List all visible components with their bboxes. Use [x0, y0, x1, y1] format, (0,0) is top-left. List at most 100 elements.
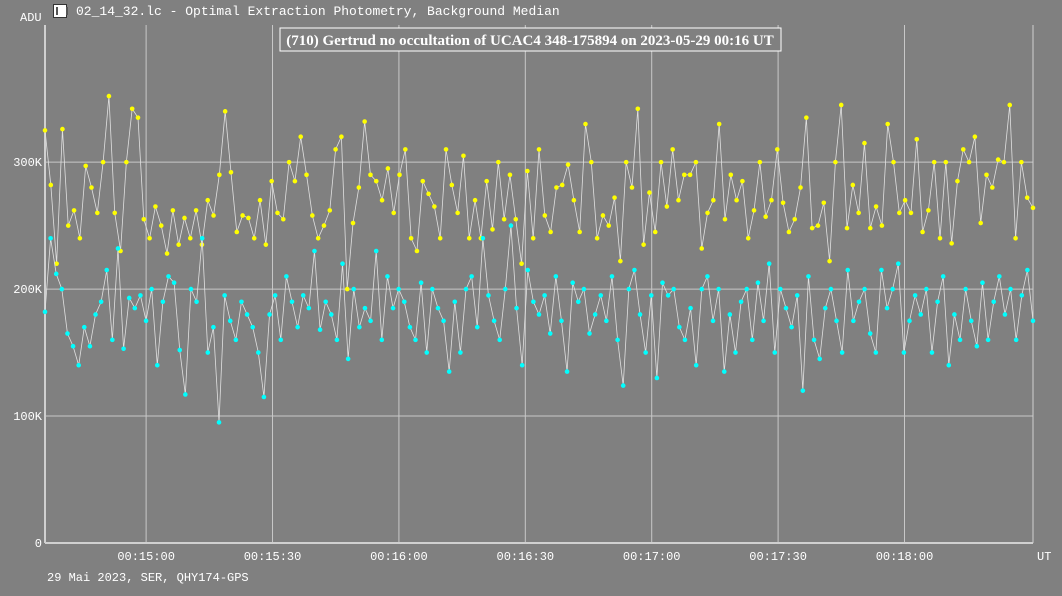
comparison-point: [345, 356, 351, 362]
comparison-point: [716, 286, 721, 292]
comparison-point: [705, 274, 710, 279]
target-point: [141, 216, 147, 222]
comparison-point: [935, 299, 940, 305]
comparison-point: [587, 331, 592, 336]
comparison-point: [750, 337, 755, 343]
comparison-point: [385, 274, 390, 279]
comparison-point: [267, 312, 272, 317]
x-tick-label: 00:17:30: [749, 550, 807, 564]
comparison-point: [901, 350, 907, 355]
series-layer: [42, 93, 1036, 425]
comparison-point: [430, 286, 435, 292]
target-point: [461, 153, 466, 159]
comparison-point: [693, 362, 699, 368]
target-point: [780, 200, 786, 206]
comparison-point: [441, 318, 446, 324]
target-point: [251, 235, 257, 241]
target-point: [275, 210, 280, 216]
comparison-point: [70, 343, 76, 349]
target-point: [217, 172, 222, 178]
target-point: [612, 195, 617, 200]
target-point: [798, 185, 803, 190]
target-point: [408, 235, 414, 241]
target-point: [670, 147, 675, 152]
target-point: [472, 197, 478, 203]
comparison-point: [42, 309, 48, 315]
comparison-point: [873, 350, 879, 355]
comparison-point: [340, 261, 345, 266]
target-point: [914, 136, 920, 142]
comparison-point: [839, 350, 845, 355]
comparison-point: [766, 261, 772, 266]
comparison-point: [946, 362, 952, 368]
comparison-point: [912, 293, 918, 298]
target-point: [286, 159, 292, 165]
target-point: [496, 159, 501, 165]
comparison-point: [121, 346, 126, 352]
comparison-point: [575, 299, 581, 305]
comparison-point: [800, 388, 806, 393]
target-point: [873, 204, 879, 209]
comparison-point: [300, 293, 306, 298]
target-point: [310, 213, 315, 218]
target-point: [443, 147, 449, 152]
target-point: [1013, 235, 1018, 241]
chart-title: (710) Gertrud no occultation of UCAC4 34…: [286, 33, 773, 49]
target-point: [193, 208, 199, 213]
comparison-point: [373, 248, 379, 254]
comparison-point: [991, 299, 997, 305]
x-tick-label: 00:16:00: [370, 550, 428, 564]
target-point: [187, 235, 193, 241]
comparison-point: [632, 267, 637, 273]
target-point: [902, 197, 908, 203]
comparison-point: [104, 267, 110, 273]
target-point: [676, 197, 681, 203]
target-point: [897, 210, 902, 216]
comparison-point: [592, 312, 598, 317]
target-point: [83, 163, 88, 169]
target-point: [827, 258, 832, 264]
target-point: [449, 182, 455, 188]
target-point: [426, 191, 431, 197]
target-point: [205, 197, 211, 203]
target-point: [257, 197, 263, 203]
comparison-point: [536, 312, 542, 317]
comparison-point: [424, 350, 430, 355]
target-point: [321, 223, 327, 228]
comparison-point: [486, 293, 491, 298]
target-point: [77, 235, 83, 241]
target-point: [577, 229, 582, 235]
target-point: [95, 210, 100, 216]
target-point: [269, 178, 274, 184]
target-point: [403, 147, 408, 152]
comparison-point: [199, 235, 205, 241]
comparison-point: [794, 293, 800, 298]
target-point: [385, 166, 391, 171]
target-point: [745, 235, 751, 241]
target-point: [995, 157, 1001, 162]
target-point: [960, 147, 966, 152]
target-point: [158, 223, 164, 228]
x-tick-label: 00:15:00: [117, 550, 175, 564]
target-point: [437, 235, 443, 241]
comparison-point: [974, 343, 980, 349]
target-point: [658, 159, 664, 165]
comparison-point: [149, 286, 154, 292]
comparison-point: [407, 324, 413, 330]
target-point: [176, 242, 181, 247]
target-point: [240, 213, 245, 218]
comparison-point: [188, 286, 194, 292]
comparison-point: [817, 356, 822, 362]
comparison-point: [957, 337, 963, 343]
window-title: 02_14_32.lc - Optimal Extraction Photome…: [76, 4, 560, 19]
comparison-point: [514, 305, 519, 311]
comparison-point: [143, 318, 149, 324]
comparison-point: [755, 280, 761, 286]
target-point: [484, 178, 489, 184]
comparison-point: [727, 312, 733, 317]
target-point: [507, 172, 513, 178]
target-point: [740, 178, 745, 184]
comparison-point: [272, 293, 278, 298]
target-point: [594, 235, 600, 241]
